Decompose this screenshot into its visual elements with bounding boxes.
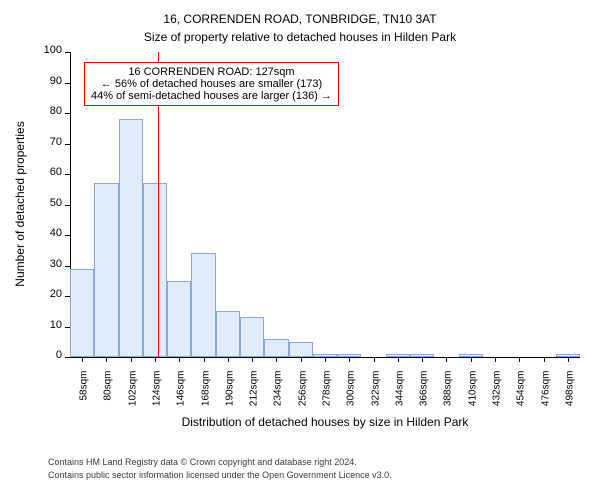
x-tick-mark bbox=[446, 357, 447, 362]
y-tick-label: 20 bbox=[0, 288, 62, 300]
x-tick-mark bbox=[422, 357, 423, 362]
x-tick-label: 168sqm bbox=[200, 371, 211, 421]
y-tick-mark bbox=[65, 144, 70, 145]
x-tick-mark bbox=[155, 357, 156, 362]
x-tick-mark bbox=[325, 357, 326, 362]
x-tick-label: 190sqm bbox=[224, 371, 235, 421]
footer-line-2: Contains public sector information licen… bbox=[48, 470, 392, 480]
y-tick-mark bbox=[65, 357, 70, 358]
histogram-bar bbox=[386, 354, 410, 357]
histogram-bar bbox=[556, 354, 580, 357]
x-tick-label: 212sqm bbox=[249, 371, 260, 421]
x-tick-mark bbox=[398, 357, 399, 362]
x-tick-label: 454sqm bbox=[516, 371, 527, 421]
x-tick-label: 278sqm bbox=[322, 371, 333, 421]
x-tick-mark bbox=[179, 357, 180, 362]
y-tick-label: 90 bbox=[0, 75, 62, 87]
x-tick-label: 432sqm bbox=[492, 371, 503, 421]
x-tick-mark bbox=[544, 357, 545, 362]
x-tick-mark bbox=[519, 357, 520, 362]
x-tick-label: 80sqm bbox=[103, 371, 114, 421]
x-tick-mark bbox=[276, 357, 277, 362]
y-tick-label: 0 bbox=[0, 349, 62, 361]
histogram-bar bbox=[216, 311, 240, 357]
histogram-bar bbox=[264, 339, 288, 357]
y-tick-mark bbox=[65, 174, 70, 175]
y-tick-label: 60 bbox=[0, 166, 62, 178]
histogram-bar bbox=[167, 281, 191, 357]
y-tick-mark bbox=[65, 113, 70, 114]
histogram-bar bbox=[337, 354, 361, 357]
footer-line-1: Contains HM Land Registry data © Crown c… bbox=[48, 457, 357, 467]
histogram-bar bbox=[119, 119, 143, 357]
chart-container: 16, CORRENDEN ROAD, TONBRIDGE, TN10 3AT … bbox=[0, 0, 600, 500]
y-tick-label: 100 bbox=[0, 44, 62, 56]
x-tick-mark bbox=[228, 357, 229, 362]
x-tick-label: 388sqm bbox=[443, 371, 454, 421]
histogram-bar bbox=[410, 354, 434, 357]
chart-title-main: 16, CORRENDEN ROAD, TONBRIDGE, TN10 3AT bbox=[0, 12, 600, 26]
y-tick-label: 70 bbox=[0, 136, 62, 148]
x-tick-mark bbox=[568, 357, 569, 362]
x-tick-label: 366sqm bbox=[419, 371, 430, 421]
x-tick-label: 102sqm bbox=[127, 371, 138, 421]
histogram-bar bbox=[143, 183, 167, 357]
annotation-line: 16 CORRENDEN ROAD: 127sqm bbox=[91, 66, 332, 78]
x-tick-label: 410sqm bbox=[467, 371, 478, 421]
y-tick-label: 30 bbox=[0, 258, 62, 270]
x-tick-label: 476sqm bbox=[540, 371, 551, 421]
x-tick-mark bbox=[301, 357, 302, 362]
x-tick-label: 58sqm bbox=[79, 371, 90, 421]
histogram-bar bbox=[240, 317, 264, 357]
y-tick-mark bbox=[65, 235, 70, 236]
x-tick-mark bbox=[252, 357, 253, 362]
histogram-bar bbox=[191, 253, 215, 357]
x-tick-mark bbox=[495, 357, 496, 362]
x-tick-label: 124sqm bbox=[152, 371, 163, 421]
x-tick-label: 234sqm bbox=[273, 371, 284, 421]
y-tick-label: 80 bbox=[0, 105, 62, 117]
x-tick-mark bbox=[204, 357, 205, 362]
x-tick-mark bbox=[349, 357, 350, 362]
histogram-bar bbox=[70, 269, 94, 357]
x-tick-label: 344sqm bbox=[394, 371, 405, 421]
y-tick-mark bbox=[65, 52, 70, 53]
chart-title-sub: Size of property relative to detached ho… bbox=[0, 30, 600, 44]
x-tick-label: 146sqm bbox=[176, 371, 187, 421]
histogram-bar bbox=[289, 342, 313, 357]
histogram-bar bbox=[313, 354, 337, 357]
x-tick-label: 322sqm bbox=[370, 371, 381, 421]
y-tick-label: 40 bbox=[0, 227, 62, 239]
x-tick-label: 256sqm bbox=[297, 371, 308, 421]
x-tick-mark bbox=[374, 357, 375, 362]
x-tick-mark bbox=[106, 357, 107, 362]
annotation-line: 44% of semi-detached houses are larger (… bbox=[91, 90, 332, 102]
x-tick-label: 300sqm bbox=[346, 371, 357, 421]
y-tick-mark bbox=[65, 205, 70, 206]
annotation-line: ← 56% of detached houses are smaller (17… bbox=[91, 78, 332, 90]
histogram-bar bbox=[459, 354, 483, 357]
y-tick-mark bbox=[65, 83, 70, 84]
y-tick-label: 50 bbox=[0, 197, 62, 209]
y-tick-mark bbox=[65, 266, 70, 267]
x-tick-mark bbox=[471, 357, 472, 362]
x-tick-mark bbox=[82, 357, 83, 362]
x-tick-label: 498sqm bbox=[564, 371, 575, 421]
x-tick-mark bbox=[131, 357, 132, 362]
y-tick-label: 10 bbox=[0, 319, 62, 331]
annotation-box: 16 CORRENDEN ROAD: 127sqm← 56% of detach… bbox=[84, 62, 339, 106]
histogram-bar bbox=[94, 183, 118, 357]
